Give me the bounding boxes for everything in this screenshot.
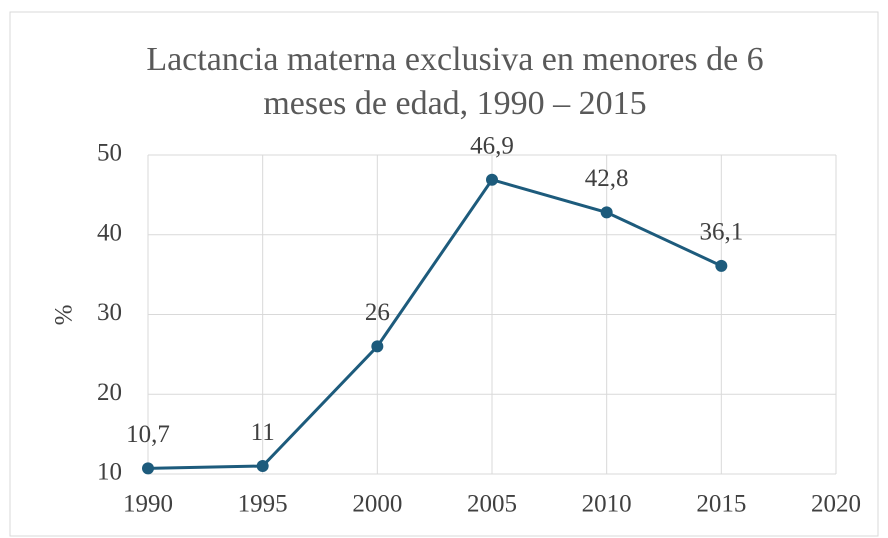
data-point — [371, 340, 384, 353]
data-label: 36,1 — [699, 219, 743, 246]
x-tick-label: 1995 — [238, 491, 288, 518]
data-point — [142, 462, 154, 475]
data-point — [256, 460, 269, 473]
data-point — [486, 173, 498, 186]
data-label: 11 — [251, 419, 275, 446]
data-line — [147, 177, 722, 470]
x-tick-label: 2015 — [696, 491, 746, 518]
data-point — [600, 206, 613, 219]
x-tick-label: 1990 — [123, 491, 173, 518]
data-label: 26 — [365, 299, 390, 326]
y-tick-label: 10 — [97, 459, 122, 486]
data-label: 46,9 — [470, 132, 514, 159]
x-tick-label: 2000 — [352, 491, 402, 518]
x-tick-label: 2020 — [811, 491, 861, 518]
data-label: 10,7 — [126, 421, 170, 448]
y-axis-label: % — [51, 305, 78, 326]
x-tick-label: 2005 — [467, 491, 517, 518]
x-tick-label: 2010 — [582, 491, 632, 518]
y-tick-label: 30 — [97, 299, 122, 326]
data-label: 42,8 — [585, 165, 629, 192]
chart-title: Lactancia materna exclusiva en menores d… — [146, 41, 764, 122]
data-point — [715, 259, 728, 272]
y-tick-label: 50 — [97, 140, 122, 167]
chart-border — [9, 11, 879, 537]
y-tick-label: 20 — [97, 379, 122, 406]
y-tick-label: 40 — [97, 219, 122, 246]
